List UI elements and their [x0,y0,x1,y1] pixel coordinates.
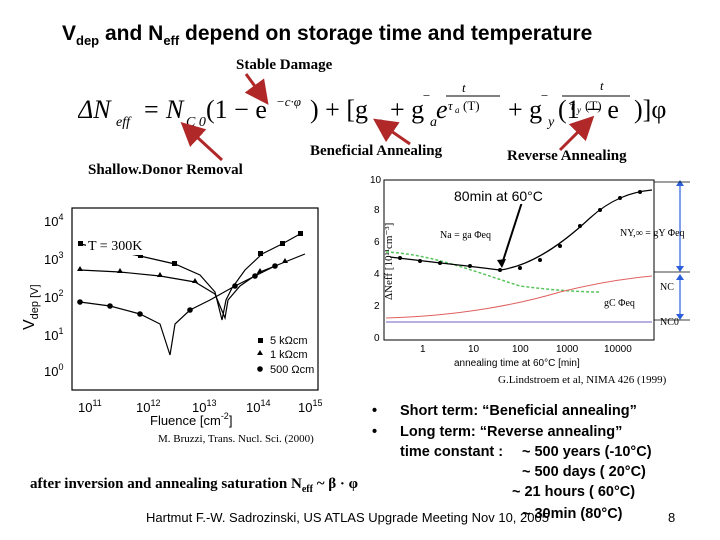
bullet-marker-2: • [372,424,378,440]
x-tick-0: 1011 [78,398,102,415]
svg-text:)]φ: )]φ [634,95,666,124]
slide-title: Vdep and Neff depend on storage time and… [62,22,593,49]
svg-text:=: = [144,95,159,124]
svg-text:τ: τ [570,98,576,113]
page-number: 8 [668,510,676,525]
y-tick-2: 102 [44,288,63,305]
x-tick-2: 1013 [192,398,216,415]
ry-axis-label: ΔNeff [10¹¹cm⁻³] [383,223,395,300]
ny-label: NY,∞ = gY Φeq [620,228,685,239]
svg-text:t: t [600,78,604,93]
y-axis-label: Vdep [V] [21,284,41,330]
footer: Hartmut F.-W. Sadrozinski, US ATLAS Upgr… [146,510,549,525]
ry-tick-1: 2 [374,301,380,312]
bullet-short-term: Short term: “Beneficial annealing” [400,403,637,419]
na-label: Na = ga Φeq [440,230,491,241]
neff-equation-tail: − t τ y (T) )]φ [540,78,666,124]
svg-text:y: y [546,115,555,130]
x-tick-4: 1015 [298,398,322,415]
legend-1kohm: 1 kΩcm [270,349,308,361]
svg-text:N: N [165,95,185,124]
temperature-label: T = 300K [86,239,145,255]
bullet-long-term: Long term: “Reverse annealing” [400,424,623,440]
svg-text:τ: τ [448,98,454,113]
svg-text:a: a [455,105,460,115]
y-tick-3: 103 [44,250,63,267]
ry-tick-3: 6 [374,237,380,248]
legend-5kohm: 5 kΩcm [270,335,308,347]
rx-tick-2: 100 [512,344,529,355]
ry-tick-5: 10 [370,175,382,186]
svg-text:(T): (T) [585,98,602,113]
time-constant-label: time constant : [400,444,504,460]
nc-label: NC [660,282,674,293]
svg-text:(T): (T) [463,98,480,113]
rx-tick-4: 10000 [604,344,632,355]
time-constant-1: ~ 500 years (-10°C) [522,444,652,460]
svg-text:e: e [436,95,448,124]
lindstroem-citation: G.Lindstroem et al, NIMA 426 (1999) [498,374,667,386]
svg-text:+ g: + g [508,95,542,124]
x-tick-3: 1014 [246,398,270,415]
svg-text:ΔN: ΔN [78,95,112,124]
beneficial-annealing-label: Beneficial Annealing [310,143,443,159]
stable-damage-label: Stable Damage [236,57,333,73]
svg-text:−: − [422,88,431,103]
x-tick-1: 1012 [136,398,160,415]
svg-text:−c·φ: −c·φ [276,94,301,109]
svg-text:t: t [462,80,466,95]
rx-tick-3: 1000 [556,344,579,355]
bruzzi-citation: M. Bruzzi, Trans. Nucl. Sci. (2000) [158,433,314,445]
x-axis-label: Fluence [cm-2] [150,411,232,428]
time-constant-3: ~ 21 hours ( 60°C) [512,484,636,500]
rx-tick-0: 1 [420,344,426,355]
y-tick-1: 101 [44,326,63,343]
ry-tick-0: 0 [374,333,380,344]
reverse-annealing-label: Reverse Annealing [507,148,627,164]
gc-label: gC Φeq [604,298,635,309]
rx-axis-label: annealing time at 60°C [min] [454,358,580,369]
svg-text:y: y [576,105,581,115]
annealing-annotation: 80min at 60°C [454,188,543,204]
saturation-statement: after inversion and annealing saturation… [30,476,359,495]
rx-tick-1: 10 [468,344,480,355]
shallow-donor-label: Shallow.Donor Removal [88,162,243,178]
y-tick-0: 100 [44,362,63,379]
nc0-label: NC0 [660,317,679,328]
time-constant-4: ~ 30min (80°C) [522,506,623,522]
svg-text:eff: eff [116,115,132,130]
ry-tick-2: 4 [374,269,380,280]
legend-500ohm: 500 Ωcm [270,364,314,376]
svg-text:) + [g: ) + [g [310,95,368,124]
svg-text:a: a [430,115,437,130]
y-tick-4: 104 [44,212,63,229]
svg-text:−: − [540,88,549,103]
time-constant-2: ~ 500 days ( 20°C) [522,464,646,480]
bullet-marker-1: • [372,403,378,419]
ry-tick-4: 8 [374,205,380,216]
